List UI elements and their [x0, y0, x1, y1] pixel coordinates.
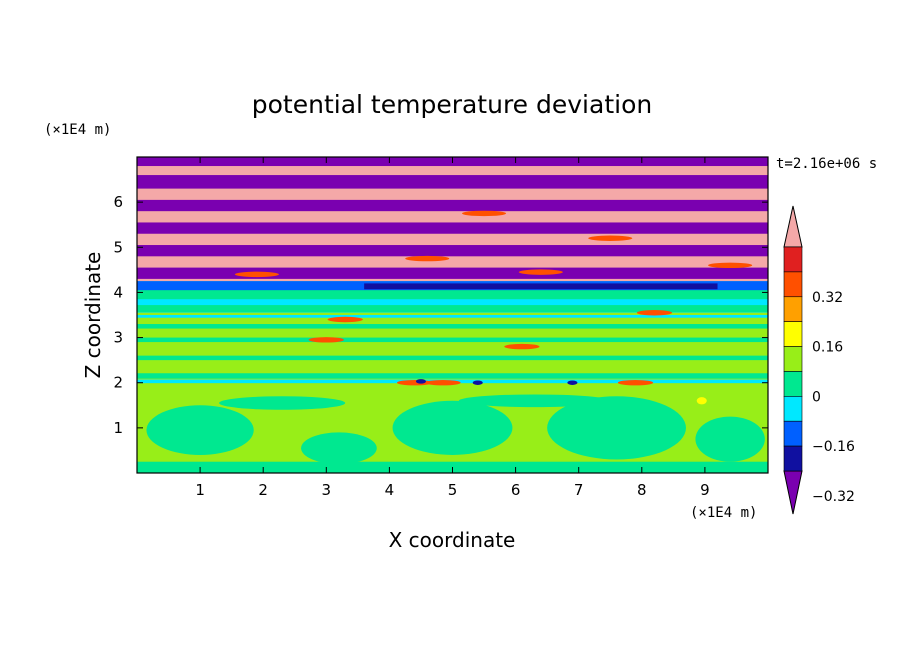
- field-swirl: [392, 400, 513, 455]
- field-streak: [137, 355, 768, 361]
- chart-title: potential temperature deviation: [252, 90, 652, 119]
- colorbar-bottom-triangle: [783, 470, 803, 515]
- colorbar-segment: [783, 396, 803, 422]
- colorbar-tick-label: 0.32: [812, 290, 843, 306]
- field-cold-spot: [415, 379, 426, 384]
- plot-area: [137, 157, 768, 473]
- y-tick-label: 5: [113, 238, 123, 256]
- colorbar-segment: [783, 445, 803, 472]
- y-tick-label: 6: [113, 193, 123, 211]
- field-swirl: [547, 396, 686, 460]
- x-tick-label: 7: [574, 481, 584, 499]
- colorbar-tick-label: 0.16: [812, 340, 843, 356]
- field-warm-spot: [518, 269, 563, 275]
- x-tick-label: 1: [195, 481, 205, 499]
- colorbar-segment: [783, 321, 803, 347]
- x-tick-label: 9: [700, 481, 710, 499]
- field-warm-spot: [425, 380, 461, 386]
- field-warm-spot: [636, 310, 673, 316]
- x-tick-label: 8: [637, 481, 647, 499]
- x-axis-label: X coordinate: [389, 528, 516, 552]
- y-axis-label: Z coordinate: [81, 252, 105, 379]
- field-warm-spot: [308, 337, 344, 343]
- colorbar-segment: [783, 346, 803, 372]
- colorbar-segment: [783, 371, 803, 397]
- field-cold-spot: [567, 380, 578, 385]
- field-warm-spot: [405, 255, 450, 262]
- field-anomaly: [696, 397, 707, 405]
- y-axis: 1 2 3 4 5 6: [113, 193, 768, 437]
- colorbar: 0.32 0.16 0 −0.16 −0.32: [783, 205, 855, 515]
- colorbar-top-triangle: [783, 205, 803, 248]
- colorbar-tick-label: −0.32: [812, 489, 855, 505]
- field-swirl: [146, 405, 254, 455]
- x-tick-label: 5: [448, 481, 458, 499]
- y-tick-label: 2: [113, 374, 123, 392]
- time-label: t=2.16e+06 s: [776, 156, 877, 172]
- field-swirl: [458, 394, 611, 408]
- field-swirl: [695, 416, 765, 462]
- y-tick-label: 4: [113, 283, 123, 301]
- field-warm-spot: [617, 380, 654, 386]
- field-warm-spot: [708, 262, 753, 269]
- colorbar-segment: [783, 271, 803, 298]
- field-stripe: [137, 222, 768, 234]
- field-streak: [137, 373, 768, 379]
- x-tick-label: 3: [322, 481, 332, 499]
- y-tick-label: 1: [113, 419, 123, 437]
- field-swirl: [219, 396, 346, 410]
- field-warm-spot: [234, 271, 279, 278]
- field-stripe: [137, 199, 768, 212]
- x-tick-label: 2: [258, 481, 268, 499]
- field-stripe: [137, 245, 768, 257]
- field-streak: [137, 337, 768, 343]
- field-warm-spot: [588, 235, 633, 241]
- field-stripe: [137, 175, 768, 189]
- colorbar-segment: [783, 246, 803, 273]
- x-unit-label: (×1E4 m): [690, 505, 757, 521]
- field-swirl: [301, 432, 377, 464]
- field-warm-spot: [504, 343, 540, 350]
- y-tick-label: 3: [113, 329, 123, 347]
- field-stripe: [137, 267, 768, 279]
- y-unit-label: (×1E4 m): [44, 122, 111, 138]
- field-warm-spot: [327, 316, 363, 323]
- x-tick-label: 6: [511, 481, 521, 499]
- colorbar-segment: [783, 420, 803, 447]
- field-cold-spot: [472, 380, 483, 385]
- x-tick-label: 4: [385, 481, 395, 499]
- colorbar-segment: [783, 296, 803, 322]
- field-navy-band: [364, 283, 718, 290]
- colorbar-tick-label: 0: [812, 389, 821, 405]
- colorbar-tick-label: −0.16: [812, 439, 855, 455]
- x-axis: 1 2 3 4 5 6 7 8 9: [195, 157, 710, 499]
- field-streak: [137, 324, 768, 329]
- field-cyan-band: [137, 299, 768, 306]
- field-warm-spot: [461, 210, 507, 217]
- field-streak: [137, 315, 768, 318]
